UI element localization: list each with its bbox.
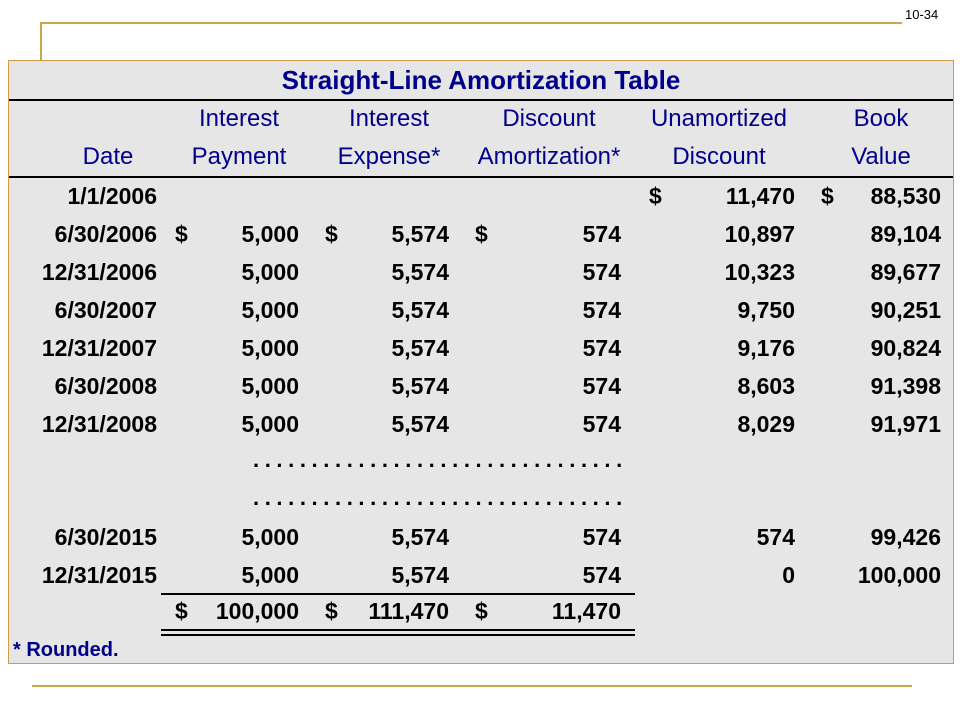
row-date: 6/30/2006 bbox=[54, 221, 157, 247]
row-payment: 5,000 bbox=[241, 373, 299, 399]
row-expense: 5,574 bbox=[391, 524, 449, 550]
row-date: 6/30/2007 bbox=[54, 297, 157, 323]
row-book-dollar: $ bbox=[821, 183, 834, 209]
header-date: Date bbox=[82, 143, 134, 170]
ellipsis-row-1: ................................ bbox=[253, 447, 628, 472]
row-expense: 5,574 bbox=[391, 411, 449, 437]
row-date: 1/1/2006 bbox=[67, 183, 157, 209]
row-book-value: 90,251 bbox=[870, 297, 941, 323]
totals-double-rule-2 bbox=[161, 634, 635, 636]
row-unamortized-discount: 11,470 bbox=[725, 183, 795, 209]
row-payment: 5,000 bbox=[241, 221, 299, 247]
amortization-table: Straight-Line Amortization Table Date In… bbox=[8, 60, 954, 664]
table-title: Straight-Line Amortization Table bbox=[281, 65, 681, 95]
row-payment: 5,000 bbox=[241, 524, 299, 550]
row-expense: 5,574 bbox=[391, 335, 449, 361]
totals-double-rule-1 bbox=[161, 629, 635, 631]
ellipsis-row-2: ................................ bbox=[253, 485, 628, 510]
row-expense: 5,574 bbox=[391, 297, 449, 323]
header-book-value-line1: Book bbox=[853, 105, 909, 132]
row-payment: 5,000 bbox=[241, 562, 299, 588]
row-book-value: 89,104 bbox=[870, 221, 941, 247]
row-date: 6/30/2008 bbox=[54, 373, 157, 399]
header-interest-expense-line2: Expense* bbox=[337, 143, 441, 170]
row-unamortized-discount: 8,029 bbox=[737, 411, 795, 437]
header-discount-amortization-line2: Amortization* bbox=[477, 143, 621, 170]
row-unamortized-discount: 9,750 bbox=[737, 297, 795, 323]
header-interest-expense-line1: Interest bbox=[348, 105, 430, 132]
row-date: 12/31/2007 bbox=[41, 335, 157, 361]
row-expense: 5,574 bbox=[391, 562, 449, 588]
header-discount-amortization-line1: Discount bbox=[502, 105, 596, 132]
row-amortization: 574 bbox=[582, 562, 621, 588]
total-payment: 100,000 bbox=[215, 598, 299, 624]
row-unamortized-discount: 10,897 bbox=[724, 221, 795, 247]
row-payment: 5,000 bbox=[241, 259, 299, 285]
row-expense-dollar: $ bbox=[325, 221, 338, 247]
row-amortization: 574 bbox=[582, 524, 621, 550]
row-amortization: 574 bbox=[582, 259, 621, 285]
row-amortization: 574 bbox=[582, 411, 621, 437]
row-payment: 5,000 bbox=[241, 297, 299, 323]
total-amortization: 11,470 bbox=[551, 598, 621, 624]
row-book-value: 100,000 bbox=[857, 562, 941, 588]
row-expense: 5,574 bbox=[391, 221, 449, 247]
row-date: 6/30/2015 bbox=[54, 524, 157, 550]
title-divider bbox=[9, 99, 953, 101]
row-book-value: 90,824 bbox=[870, 335, 941, 361]
frame-top-rule bbox=[40, 22, 902, 24]
row-unamortized-discount: 10,323 bbox=[724, 259, 795, 285]
header-book-value-line2: Value bbox=[851, 143, 911, 170]
row-book-value: 91,398 bbox=[870, 373, 941, 399]
total-amort-dollar: $ bbox=[475, 598, 488, 624]
header-unamortized-discount-line2: Discount bbox=[672, 143, 766, 170]
row-book-value: 88,530 bbox=[870, 183, 941, 209]
row-date: 12/31/2008 bbox=[41, 411, 157, 437]
header-interest-payment-line2: Payment bbox=[191, 143, 287, 170]
slide-number: 10-34 bbox=[905, 7, 939, 22]
footnote: * Rounded. bbox=[13, 639, 119, 661]
row-book-value: 89,677 bbox=[870, 259, 941, 285]
totals-top-rule bbox=[161, 593, 635, 595]
row-unamortized-discount: 0 bbox=[782, 562, 795, 588]
row-amort-dollar: $ bbox=[475, 221, 488, 247]
frame-bottom-rule bbox=[32, 685, 912, 687]
row-amortization: 574 bbox=[582, 297, 621, 323]
total-expense-dollar: $ bbox=[325, 598, 338, 624]
row-book-value: 91,971 bbox=[870, 411, 941, 437]
row-unamortized-discount: 574 bbox=[756, 524, 795, 550]
row-unamort-dollar: $ bbox=[649, 183, 662, 209]
row-unamortized-discount: 9,176 bbox=[737, 335, 795, 361]
row-date: 12/31/2006 bbox=[41, 259, 157, 285]
row-date: 12/31/2015 bbox=[41, 562, 157, 588]
row-book-value: 99,426 bbox=[870, 524, 941, 550]
total-payment-dollar: $ bbox=[175, 598, 188, 624]
row-payment-dollar: $ bbox=[175, 221, 188, 247]
frame-left-rule bbox=[40, 22, 42, 60]
row-amortization: 574 bbox=[582, 335, 621, 361]
row-payment: 5,000 bbox=[241, 335, 299, 361]
row-expense: 5,574 bbox=[391, 373, 449, 399]
row-unamortized-discount: 8,603 bbox=[737, 373, 795, 399]
row-expense: 5,574 bbox=[391, 259, 449, 285]
total-expense: 111,470 bbox=[368, 598, 449, 624]
row-amortization: 574 bbox=[582, 373, 621, 399]
row-amortization: 574 bbox=[582, 221, 621, 247]
row-payment: 5,000 bbox=[241, 411, 299, 437]
header-divider bbox=[9, 176, 953, 178]
header-interest-payment-line1: Interest bbox=[198, 105, 280, 132]
header-unamortized-discount-line1: Unamortized bbox=[650, 105, 788, 132]
